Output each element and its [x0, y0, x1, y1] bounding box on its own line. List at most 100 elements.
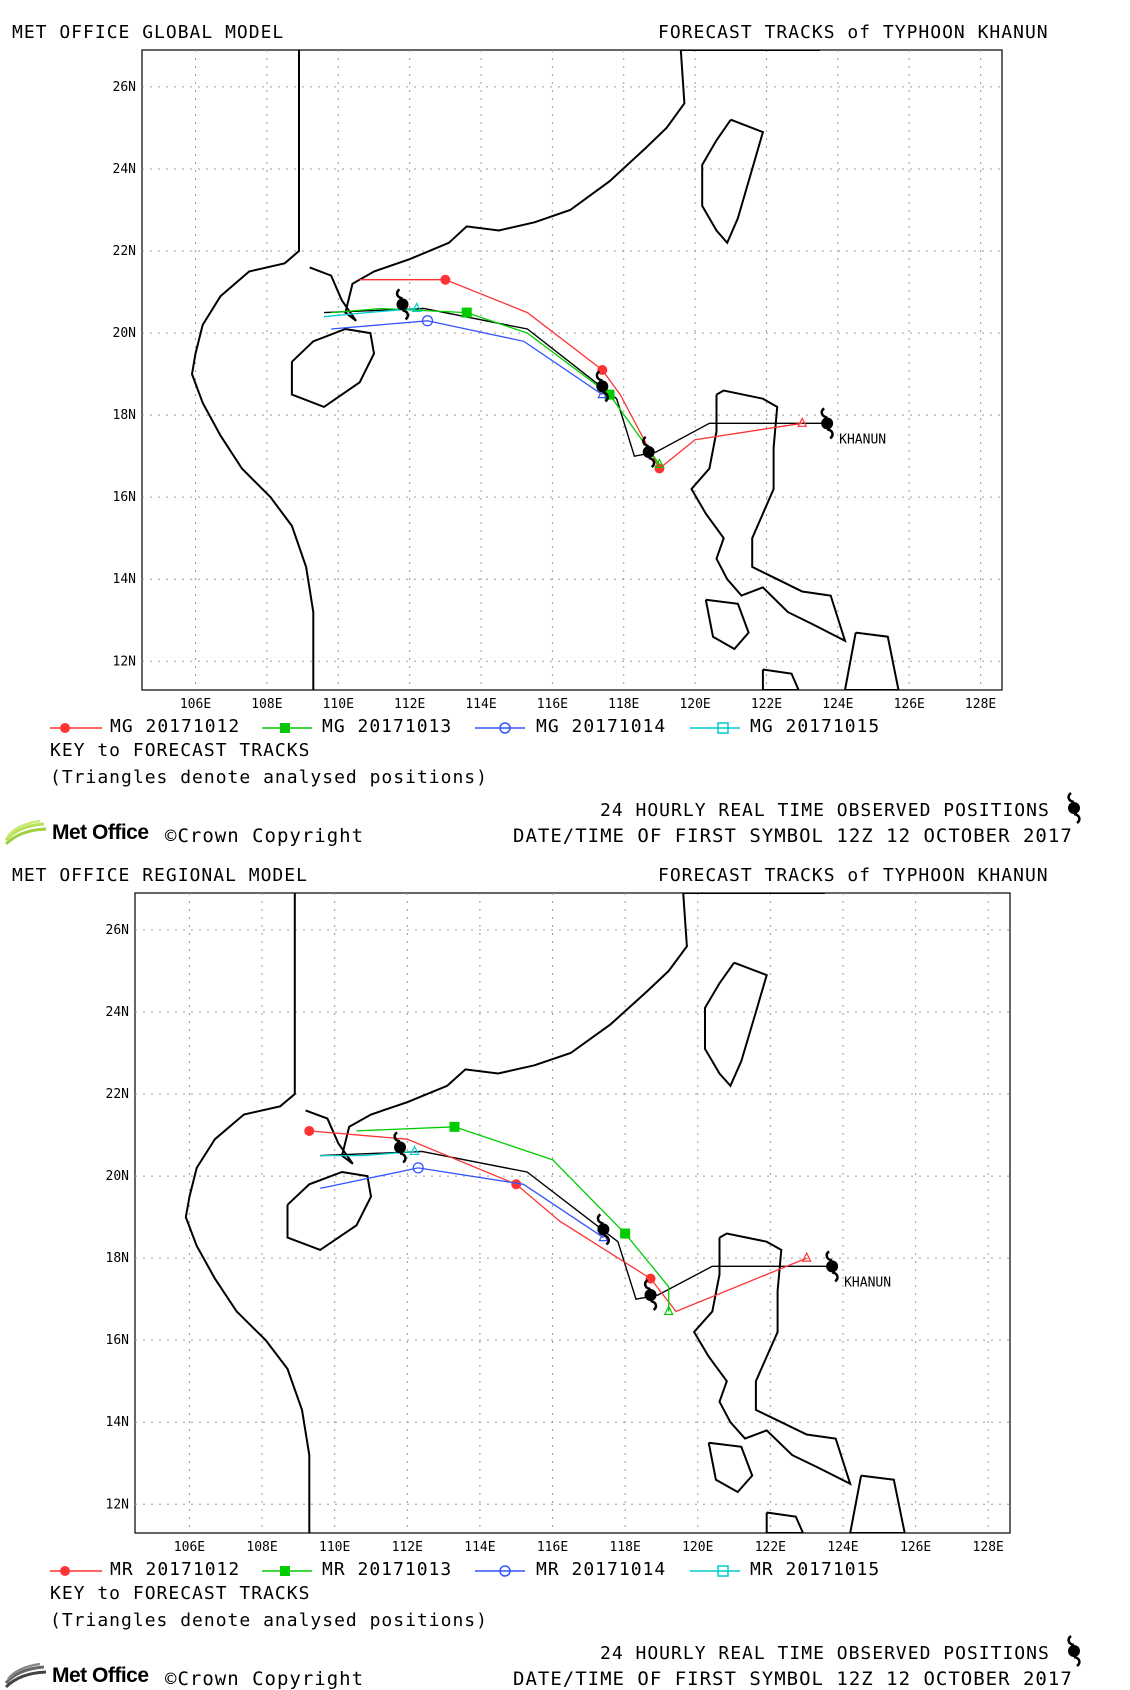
- lat-tick-label: 18N: [113, 408, 136, 423]
- best-track-line: [320, 1150, 833, 1301]
- coastline: [843, 631, 900, 690]
- analysed-position-triangle: [409, 1145, 420, 1156]
- legend-label-14: MR 20171014: [536, 1559, 667, 1580]
- coastlines: [190, 50, 900, 690]
- coastline: [286, 1170, 373, 1252]
- lat-tick-label: 20N: [113, 326, 136, 341]
- forecast-track-line: [359, 279, 803, 470]
- typhoon-symbol-icon: [395, 288, 410, 321]
- lon-tick-label: 108E: [246, 1540, 277, 1555]
- legend-marker-filled-circle: [60, 723, 70, 733]
- forecast-title: FORECAST TRACKS of TYPHOON KHANUN: [658, 865, 1049, 886]
- legend-label-12: MG 20171012: [110, 716, 241, 737]
- lon-tick-label: 128E: [965, 697, 996, 712]
- typhoon-symbol-icon: [642, 436, 656, 469]
- coastline: [190, 50, 315, 690]
- lon-tick-label: 122E: [751, 697, 782, 712]
- key-note: (Triangles denote analysed positions): [50, 767, 488, 788]
- coastline: [765, 1511, 805, 1533]
- lon-tick-label: 110E: [323, 697, 354, 712]
- global-model-panel: MET OFFICE GLOBAL MODEL FORECAST TRACKS …: [4, 22, 1081, 847]
- legend-label-15: MG 20171015: [750, 716, 881, 737]
- lat-tick-label: 16N: [113, 490, 136, 505]
- lat-tick-label: 24N: [113, 162, 136, 177]
- lon-tick-label: 124E: [827, 1540, 858, 1555]
- coastline: [707, 1441, 754, 1494]
- lon-tick-label: 118E: [608, 697, 639, 712]
- legend-marker-filled-square: [280, 1566, 290, 1576]
- lon-tick-label: 110E: [319, 1540, 350, 1555]
- legend-marker-filled-square: [280, 723, 290, 733]
- first-symbol-label: DATE/TIME OF FIRST SYMBOL 12Z 12 OCTOBER…: [513, 1668, 1073, 1690]
- legend-marker-open-circle: [499, 722, 511, 734]
- legend-label-13: MG 20171013: [322, 716, 453, 737]
- lat-tick-label: 20N: [106, 1169, 129, 1184]
- met-office-swoosh-icon: [4, 820, 47, 846]
- regional-model-panel: MET OFFICE REGIONAL MODEL FORECAST TRACK…: [0, 843, 1130, 1690]
- key-note: (Triangles denote analysed positions): [50, 1610, 488, 1631]
- copyright: ©Crown Copyright: [165, 825, 365, 847]
- first-symbol-label: DATE/TIME OF FIRST SYMBOL 12Z 12 OCTOBER…: [513, 825, 1073, 847]
- lat-tick-label: 22N: [113, 244, 136, 259]
- analysed-position-triangle: [663, 1305, 674, 1316]
- forecast-track-line: [320, 1150, 415, 1157]
- lat-tick-label: 26N: [113, 80, 136, 95]
- analysed-position-triangle: [411, 302, 422, 313]
- coastlines: [184, 893, 906, 1533]
- met-office-swoosh-icon: [4, 1663, 47, 1689]
- forecast-marker: [620, 1228, 631, 1239]
- forecast-track-line: [356, 1126, 670, 1312]
- lat-tick-label: 18N: [106, 1251, 129, 1266]
- typhoon-symbol-icon: [820, 407, 834, 440]
- observed-positions-label: 24 HOURLY REAL TIME OBSERVED POSITIONS: [600, 800, 1050, 821]
- forecast-track-line: [309, 1130, 807, 1313]
- forecast-marker: [412, 1162, 424, 1174]
- analysed-position-triangle: [797, 416, 808, 427]
- coastline: [309, 50, 820, 322]
- typhoon-symbol-icon: [643, 1279, 658, 1312]
- lon-tick-label: 120E: [679, 697, 710, 712]
- forecast-marker: [511, 1179, 522, 1190]
- lat-tick-label: 12N: [113, 654, 136, 669]
- legend-label-15: MR 20171015: [750, 1559, 881, 1580]
- lon-tick-label: 122E: [755, 1540, 786, 1555]
- coastline: [701, 118, 765, 245]
- forecast-marker: [304, 1125, 315, 1136]
- lon-tick-label: 118E: [609, 1540, 640, 1555]
- lon-tick-label: 120E: [682, 1540, 713, 1555]
- forecast-track-line: [331, 320, 603, 396]
- met-office-logo-text: Met Office: [52, 821, 149, 844]
- key-title: KEY to FORECAST TRACKS: [50, 1583, 311, 1604]
- lon-tick-label: 126E: [894, 697, 925, 712]
- legend-label-14: MG 20171014: [536, 716, 667, 737]
- typhoon-symbol-icon: [393, 1131, 407, 1164]
- lon-tick-label: 114E: [464, 1540, 495, 1555]
- typhoon-symbol-icon: [1067, 792, 1081, 824]
- met-office-logo: Met Office: [4, 820, 149, 846]
- forecast-marker: [461, 307, 472, 318]
- legend-marker-filled-circle: [60, 1566, 70, 1576]
- lon-tick-label: 106E: [180, 697, 211, 712]
- lon-tick-label: 114E: [465, 697, 496, 712]
- lat-tick-label: 26N: [106, 923, 129, 938]
- typhoon-symbol-icon: [825, 1250, 839, 1283]
- met-office-logo: Met Office: [4, 1663, 149, 1689]
- analysed-position-triangle: [801, 1251, 812, 1262]
- met-office-logo-text: Met Office: [52, 1664, 149, 1687]
- lat-tick-label: 12N: [106, 1497, 129, 1512]
- forecast-track-map: 106E 108E 110E 112E 114E 116E 118E 120E 122E 124E…: [113, 49, 1003, 712]
- storm-label: KHANUN: [844, 1275, 891, 1290]
- coastline: [184, 893, 311, 1533]
- lat-tick-label: 14N: [113, 572, 136, 587]
- coastline: [692, 1232, 852, 1486]
- key-title: KEY to FORECAST TRACKS: [50, 740, 311, 761]
- coastline: [690, 389, 847, 643]
- lat-tick-label: 22N: [106, 1087, 129, 1102]
- storm-label: KHANUN: [839, 432, 886, 447]
- legend-marker-open-square: [717, 1565, 729, 1577]
- forecast-marker: [440, 274, 451, 285]
- lon-tick-label: 116E: [537, 1540, 568, 1555]
- model-title: MET OFFICE GLOBAL MODEL: [12, 22, 285, 43]
- lon-tick-label: 126E: [900, 1540, 931, 1555]
- observed-positions-label: 24 HOURLY REAL TIME OBSERVED POSITIONS: [600, 1643, 1050, 1664]
